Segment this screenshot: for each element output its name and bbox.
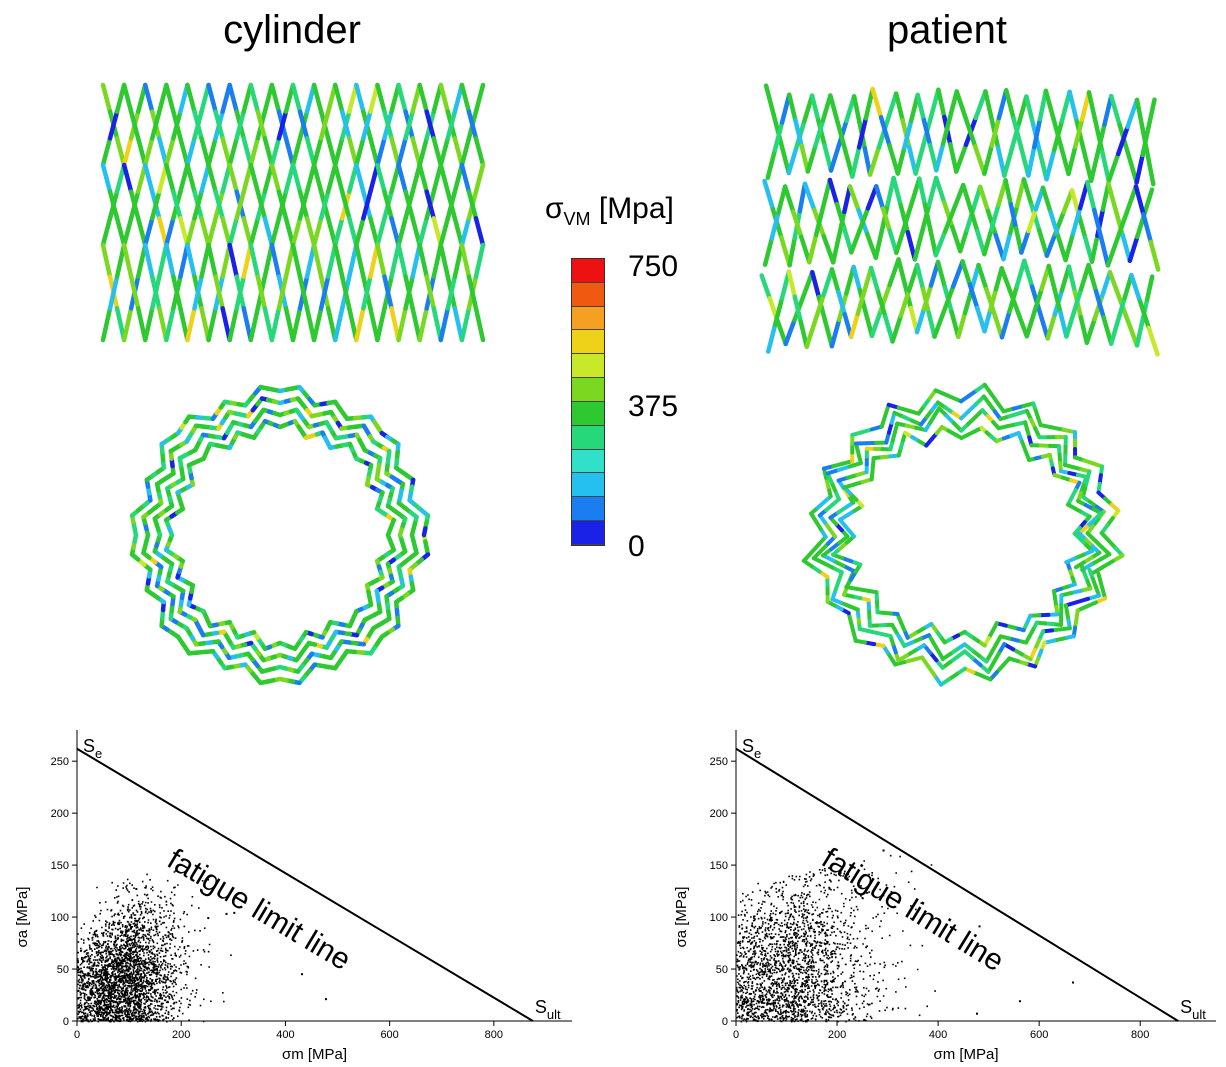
colorbar-segment xyxy=(572,259,604,283)
strut-group xyxy=(762,176,1161,272)
data-point xyxy=(325,998,328,1001)
x-tick-label: 0 xyxy=(74,1029,80,1041)
y-axis-label: σa [MPa] xyxy=(673,887,690,948)
sult-label: S xyxy=(1180,997,1192,1017)
x-tick-label: 200 xyxy=(828,1029,846,1041)
strut-group xyxy=(100,242,486,343)
strut-group xyxy=(163,418,397,652)
colorbar-segment xyxy=(572,425,604,450)
y-tick-label: 100 xyxy=(710,912,728,924)
fatigue-line-label: fatigue limit line xyxy=(816,842,1009,979)
fatigue-limit-line xyxy=(76,747,534,1022)
strut-group xyxy=(100,162,486,248)
sult-label: S xyxy=(535,997,547,1017)
strut-group xyxy=(821,406,1104,664)
point-cloud xyxy=(77,870,232,1023)
y-tick-label: 100 xyxy=(51,912,69,924)
y-tick-label: 150 xyxy=(710,860,728,872)
x-tick-label: 600 xyxy=(380,1029,398,1041)
x-tick-label: 200 xyxy=(172,1029,190,1041)
y-tick-label: 150 xyxy=(51,860,69,872)
data-point xyxy=(1018,1000,1021,1003)
strut-group xyxy=(100,242,486,343)
y-tick-label: 250 xyxy=(710,756,728,768)
colorbar-title: σVM [Mpa] xyxy=(545,192,674,229)
strut-group xyxy=(801,382,1125,687)
y-tick-label: 200 xyxy=(710,808,728,820)
colorbar-segment xyxy=(572,306,604,331)
data-point xyxy=(882,849,885,852)
data-point xyxy=(976,1012,978,1015)
fatigue-line-label: fatigue limit line xyxy=(162,843,356,977)
strut-group xyxy=(765,86,1156,187)
x-axis-label: σm [MPa] xyxy=(933,1046,998,1063)
colorbar-segment xyxy=(572,521,604,545)
colorbar-tick-mid: 375 xyxy=(628,390,679,423)
strut-group xyxy=(763,83,1157,185)
strut-group xyxy=(100,82,486,168)
cylinder-stent-side-view xyxy=(100,82,486,343)
colorbar-segment xyxy=(572,330,604,355)
sult-subscript: ult xyxy=(547,1007,561,1022)
colorbar-segment xyxy=(572,354,604,379)
data-point xyxy=(233,911,236,914)
patient-fatigue-plot: 0 200 400 600 800 0 50 100 150 200 250 σm [MPa] σa [… xyxy=(673,730,1216,1063)
strut-group xyxy=(762,175,1155,268)
y-tick-label: 50 xyxy=(57,964,69,976)
data-point xyxy=(978,925,981,928)
patient-stent-side-view xyxy=(759,83,1161,357)
patient-title: patient xyxy=(886,8,1008,52)
data-points xyxy=(77,870,328,1023)
data-point xyxy=(135,887,138,890)
colorbar-segment xyxy=(572,449,604,474)
colorbar-tick-max: 750 xyxy=(628,250,679,283)
data-point xyxy=(225,912,228,915)
strut-group xyxy=(152,407,408,663)
colorbar-segment xyxy=(572,497,604,522)
data-point xyxy=(301,973,304,976)
colorbar xyxy=(571,258,605,546)
colorbar-segment xyxy=(572,378,604,402)
se-subscript: e xyxy=(95,746,102,761)
x-tick-label: 400 xyxy=(929,1029,947,1041)
cylinder-fatigue-plot: 0 200 400 600 800 0 50 100 150 200 250 σm [MPa] σa [… xyxy=(14,730,572,1063)
y-tick-label: 250 xyxy=(51,756,69,768)
se-label: S xyxy=(742,736,754,756)
patient-stent-end-view xyxy=(801,382,1125,687)
y-axis-label: σa [MPa] xyxy=(14,887,31,948)
x-tick-label: 0 xyxy=(733,1029,739,1041)
se-label: S xyxy=(83,736,95,756)
x-tick-label: 800 xyxy=(1131,1029,1149,1041)
fatigue-limit-line xyxy=(735,747,1179,1022)
cylinder-stent-end-view xyxy=(129,384,431,686)
cylinder-title: cylinder xyxy=(223,8,361,52)
strut-group xyxy=(811,394,1112,674)
y-tick-label: 200 xyxy=(51,808,69,820)
sult-subscript: ult xyxy=(1192,1007,1206,1022)
data-point xyxy=(826,856,829,859)
y-tick-label: 0 xyxy=(722,1016,728,1028)
colorbar-segment xyxy=(572,473,604,498)
strut-group xyxy=(766,259,1160,357)
data-point xyxy=(1072,981,1074,984)
colorbar-tick-min: 0 xyxy=(628,530,645,563)
strut-group xyxy=(129,384,431,686)
data-point xyxy=(207,917,210,920)
strut-group xyxy=(141,396,419,674)
data-points xyxy=(736,849,1074,1023)
x-axis-label: σm [MPa] xyxy=(282,1046,347,1063)
y-tick-label: 50 xyxy=(716,964,728,976)
y-tick-label: 0 xyxy=(63,1016,69,1028)
colorbar-segment xyxy=(572,401,604,426)
x-tick-label: 600 xyxy=(1030,1029,1048,1041)
colorbar-segment xyxy=(572,282,604,307)
strut-group xyxy=(831,425,1095,648)
x-tick-label: 400 xyxy=(276,1029,294,1041)
se-subscript: e xyxy=(754,746,761,761)
x-tick-label: 800 xyxy=(485,1029,503,1041)
strut-group xyxy=(100,82,486,168)
strut-group xyxy=(100,162,486,248)
